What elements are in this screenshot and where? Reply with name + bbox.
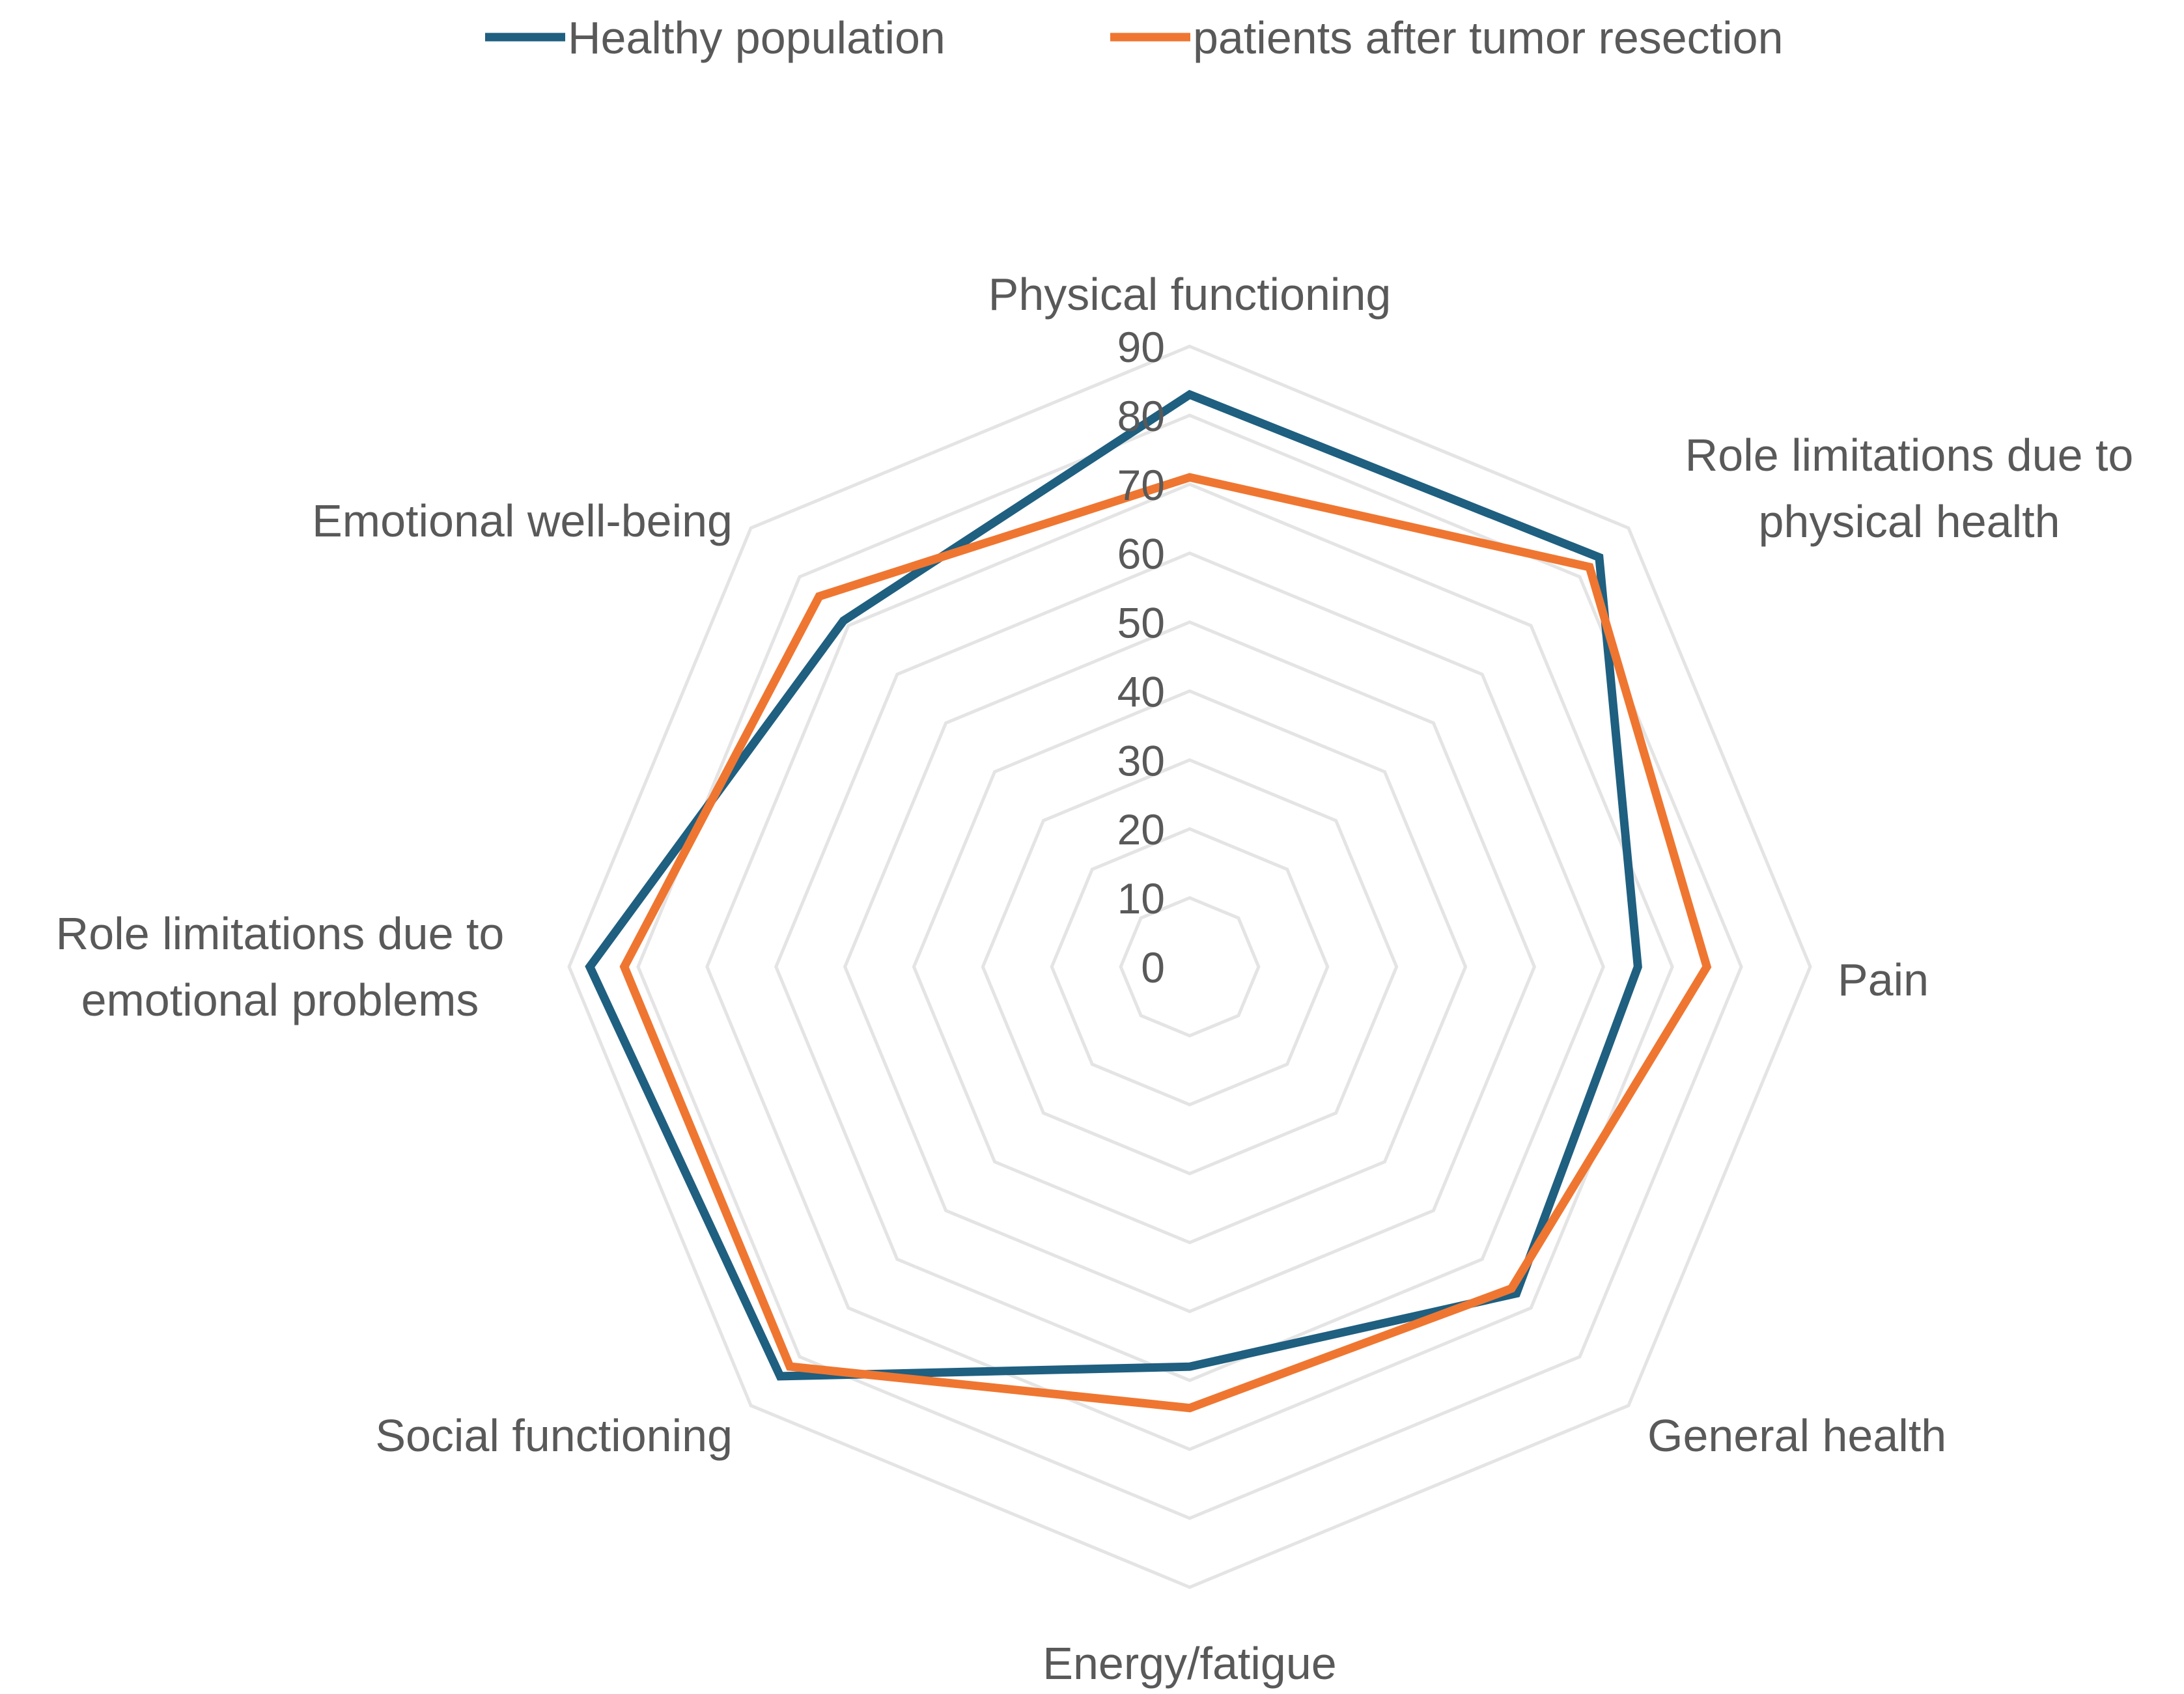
- category-label-7: Emotional well-being: [312, 495, 733, 546]
- grid-ring-90: [567, 344, 1812, 1589]
- grid-ring-10: [1119, 896, 1261, 1038]
- category-label-6: Role limitations due to emotional problem…: [56, 908, 505, 1025]
- category-label-line: Pain: [1838, 954, 1929, 1005]
- grid-ring-70: [705, 482, 1674, 1451]
- category-label-3: General health: [1647, 1410, 1946, 1461]
- tick-label-0: 0: [1141, 943, 1165, 992]
- tick-label-50: 50: [1117, 599, 1165, 647]
- category-label-1: Role limitations due to physical health: [1685, 430, 2134, 547]
- category-layer: Physical functioning Role limitations due…: [56, 269, 2134, 1689]
- category-label-line: emotional problems: [81, 975, 479, 1025]
- tick-label-70: 70: [1117, 461, 1165, 509]
- legend-label-1: patients after tumor resection: [1193, 12, 1784, 63]
- category-label-line: physical health: [1758, 496, 2060, 547]
- tick-label-80: 80: [1117, 392, 1165, 440]
- category-label-4: Energy/fatigue: [1043, 1638, 1336, 1689]
- grid-ring-40: [912, 689, 1468, 1245]
- category-label-line: Emotional well-being: [312, 495, 733, 546]
- grid-ring-30: [981, 758, 1399, 1176]
- tick-label-40: 40: [1117, 667, 1165, 715]
- category-label-line: Social functioning: [375, 1410, 733, 1461]
- legend-label-0: Healthy population: [568, 12, 945, 63]
- grid-ring-20: [1050, 827, 1330, 1107]
- category-label-line: Role limitations due to: [1685, 430, 2134, 480]
- series-line-healthy-population: [585, 389, 1642, 1381]
- tick-label-30: 30: [1117, 736, 1165, 785]
- grid-ring-80: [636, 413, 1743, 1520]
- legend: Healthy population patients after tumor r…: [485, 12, 1784, 63]
- category-label-2: Pain: [1838, 954, 1929, 1005]
- tick-label-20: 20: [1117, 805, 1165, 854]
- tick-label-10: 10: [1117, 874, 1165, 923]
- grid-layer: [567, 344, 1812, 1589]
- category-label-line: Energy/fatigue: [1043, 1638, 1336, 1689]
- series-layer: [585, 389, 1712, 1413]
- grid-ring-50: [843, 620, 1537, 1314]
- category-label-line: Physical functioning: [988, 269, 1392, 320]
- tick-layer: 0 10 20 30 40 50 60 70 80 90: [1117, 323, 1165, 992]
- tick-label-60: 60: [1117, 530, 1165, 578]
- series-line-patients-after-tumor-resection: [619, 473, 1712, 1413]
- tick-label-90: 90: [1117, 323, 1165, 371]
- category-label-line: General health: [1647, 1410, 1946, 1461]
- grid-ring-60: [774, 551, 1606, 1383]
- category-label-0: Physical functioning: [988, 269, 1392, 320]
- category-label-line: Role limitations due to: [56, 908, 505, 959]
- category-label-5: Social functioning: [375, 1410, 733, 1461]
